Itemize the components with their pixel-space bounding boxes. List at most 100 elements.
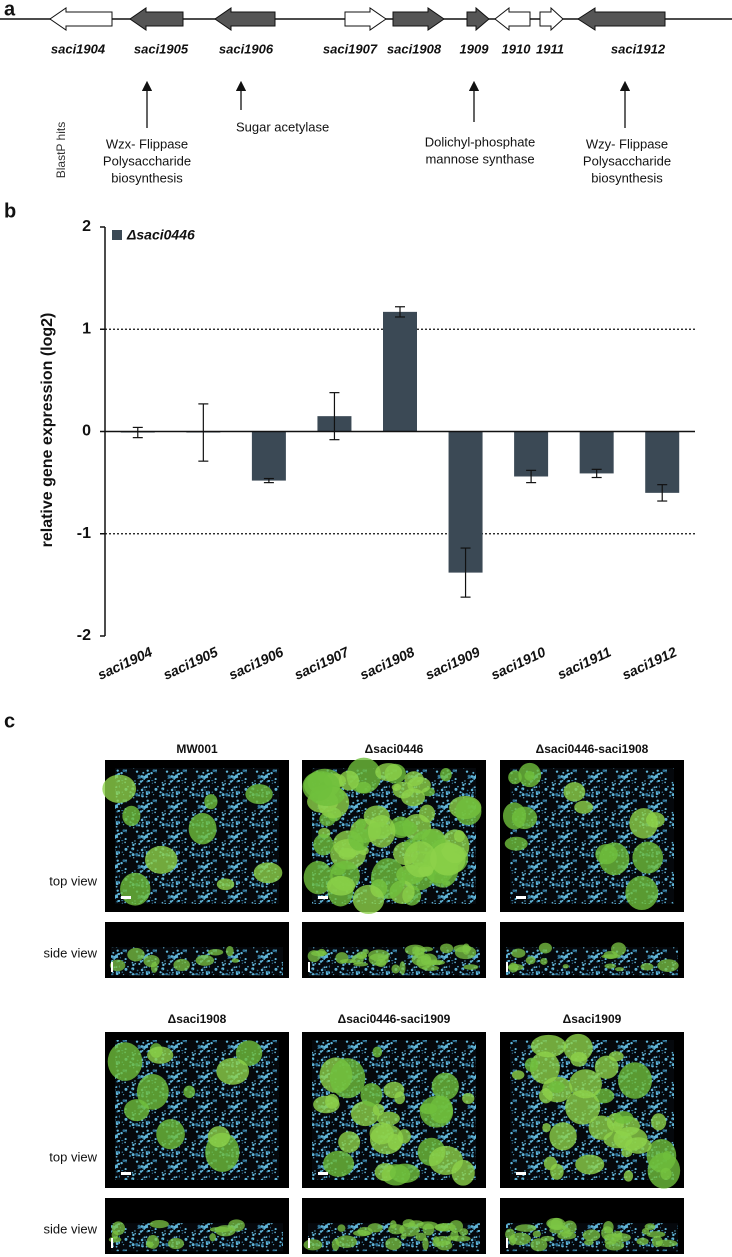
biofilm-patch <box>595 844 618 865</box>
x-tick-label: saci1910 <box>488 643 548 682</box>
biofilm-side <box>614 967 625 972</box>
biofilm-side <box>367 1223 383 1233</box>
biofilm-patch <box>504 836 528 851</box>
biofilm-side <box>362 948 369 955</box>
biofilm-patch <box>350 1100 380 1127</box>
scale-bar <box>516 1172 526 1175</box>
gene-label: saci1906 <box>219 41 274 56</box>
sample-title: Δsaci0446-saci1909 <box>338 1012 451 1026</box>
biofilm-patch <box>429 1095 453 1124</box>
biofilm-patch <box>548 1081 565 1094</box>
bar <box>579 431 614 474</box>
biofilm-patch <box>563 782 586 802</box>
biofilm-patch <box>462 1092 475 1104</box>
biofilm-patch <box>329 1058 366 1099</box>
error-bar <box>263 477 274 484</box>
panel-label: a <box>4 0 16 20</box>
gene-arrows <box>49 6 666 32</box>
scale-bar <box>308 962 310 972</box>
view-label: side view <box>44 945 98 960</box>
biofilm-patch <box>313 833 334 856</box>
biofilm-side <box>582 1229 601 1242</box>
biofilm-side <box>604 1238 617 1245</box>
biofilm-side <box>317 948 327 957</box>
biofilm-patch <box>565 1089 601 1125</box>
biofilm-patch <box>330 863 346 876</box>
biofilm-patch <box>303 860 333 895</box>
biofilm-side <box>111 1230 119 1240</box>
hit-annotation: biosynthesis <box>111 170 183 185</box>
biofilm-side <box>353 1230 371 1237</box>
biofilm-side <box>422 965 440 971</box>
biofilm-side <box>532 1230 541 1238</box>
scale-bar <box>506 962 508 972</box>
biofilm-patch <box>235 1040 263 1066</box>
biofilm-patch <box>338 1131 361 1153</box>
biofilm-side <box>173 958 190 971</box>
biofilm-side <box>540 958 548 965</box>
hit-annotation: Sugar acetylase <box>236 119 329 134</box>
gene-arrow <box>577 7 666 31</box>
biofilm-patch <box>323 1150 355 1177</box>
y-axis-label: relative gene expression (log2) <box>39 313 56 548</box>
panel-label: c <box>4 710 15 732</box>
biofilm-patch <box>107 1042 143 1081</box>
bar <box>645 431 680 493</box>
biofilm-patch <box>511 806 538 830</box>
biofilm-patch <box>549 1122 577 1151</box>
gene-arrow <box>466 6 490 32</box>
biofilm-side <box>385 1237 402 1251</box>
hit-arrows <box>141 80 631 128</box>
biofilm-side <box>641 1228 650 1235</box>
biofilm-patch <box>645 812 665 828</box>
side-view-cells <box>111 1223 283 1252</box>
biofilm-side <box>562 964 569 969</box>
biofilm-patch <box>374 1163 396 1182</box>
biofilm-side <box>651 1235 663 1248</box>
scale-bar <box>111 962 113 972</box>
biofilm-patch <box>245 784 273 805</box>
biofilm-patch <box>367 815 396 848</box>
biofilm-side <box>215 1225 236 1237</box>
error-bar <box>198 403 209 462</box>
biofilm-patch <box>183 1085 196 1099</box>
y-tick-label: 0 <box>82 423 91 440</box>
y-tick-label: -1 <box>77 525 91 542</box>
biofilm-patch <box>188 813 217 845</box>
biofilm-patch <box>375 763 403 782</box>
scale-bar <box>121 896 131 899</box>
scale-bar <box>318 1172 328 1175</box>
biofilm-side <box>562 1220 577 1235</box>
biofilm-patch <box>389 1163 420 1183</box>
gene-label: saci1908 <box>387 41 442 56</box>
biofilm-patch <box>144 845 178 874</box>
biofilm-patch <box>302 772 333 802</box>
biofilm-side <box>440 943 454 954</box>
sample-title: Δsaci0446-saci1908 <box>536 742 649 756</box>
hit-annotation: Polysaccharide <box>103 153 191 168</box>
biofilm-patch <box>570 1051 588 1067</box>
sample-title: Δsaci1908 <box>168 1012 227 1026</box>
hit-annotation: Wzx- Flippase <box>106 136 188 151</box>
biofilm-side <box>603 950 618 960</box>
biofilm-side <box>150 962 158 973</box>
biofilm-side <box>515 1224 537 1232</box>
scale-bar <box>506 1238 508 1248</box>
biofilm-side <box>127 947 145 962</box>
biofilm-side <box>231 958 240 963</box>
biofilm-side <box>167 1237 185 1250</box>
biofilm-side <box>636 1237 649 1246</box>
biofilm-side <box>402 1219 415 1228</box>
gene-arrow <box>344 7 387 31</box>
biofilm-patch <box>383 1081 405 1099</box>
x-tick-label: saci1908 <box>357 643 417 682</box>
scale-bar <box>318 896 328 899</box>
scale-bar <box>111 1238 113 1248</box>
hit-annotation: Dolichyl-phosphate <box>425 134 536 149</box>
gene-label: saci1904 <box>51 41 106 56</box>
biofilm-patch <box>524 1057 539 1072</box>
biofilm-side <box>195 954 215 966</box>
error-bar <box>657 484 668 502</box>
y-tick-label: 2 <box>82 218 91 235</box>
